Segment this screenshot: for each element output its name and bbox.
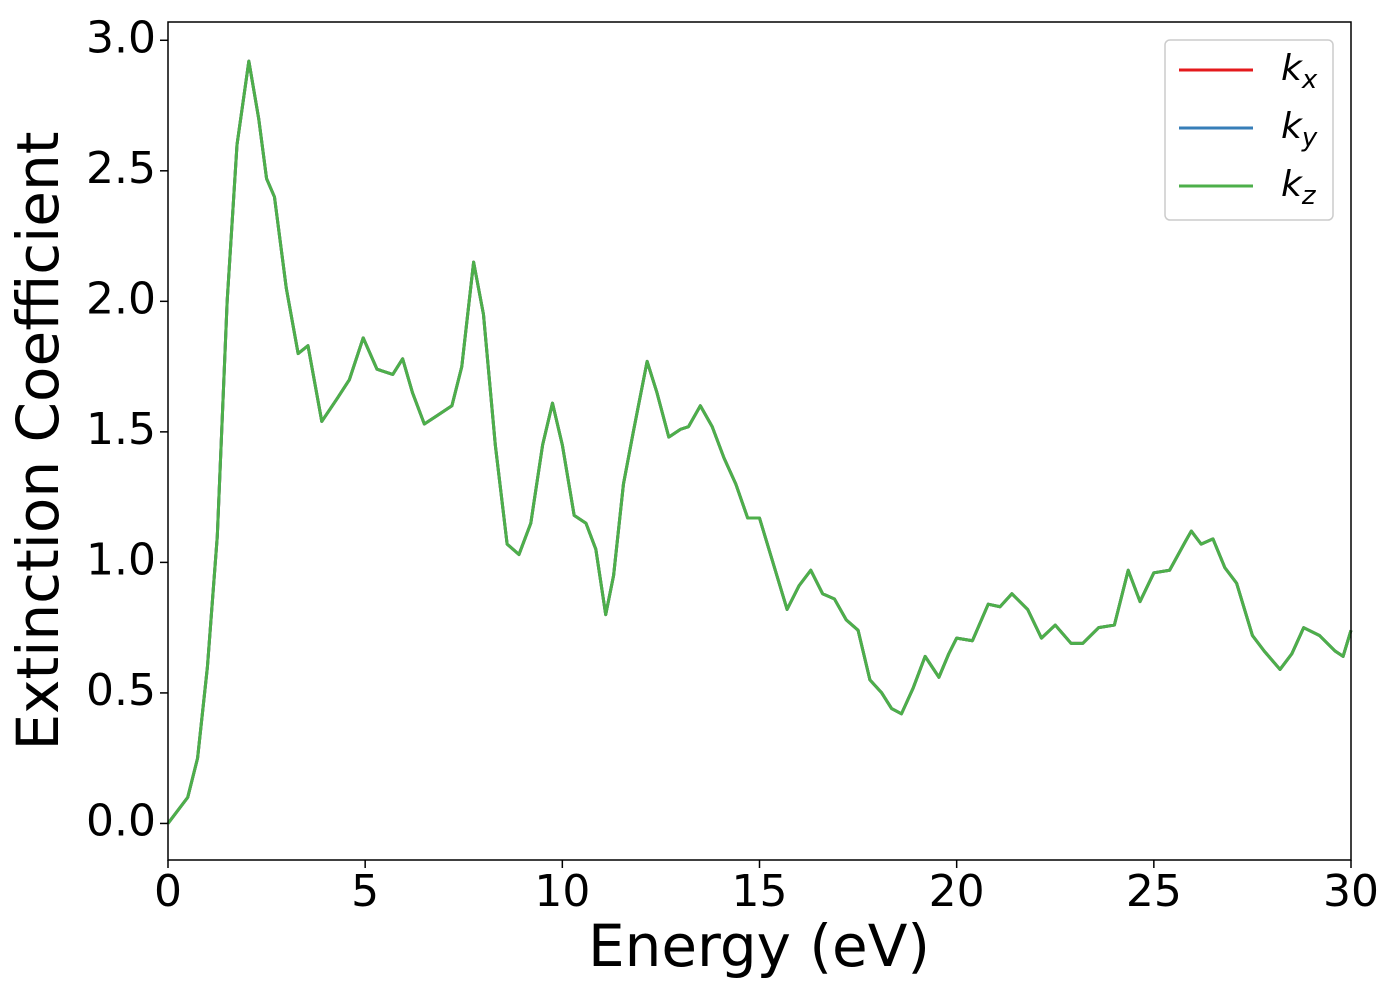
- y-tick-label: 3.0: [86, 12, 156, 63]
- legend-label: ky: [1281, 106, 1318, 153]
- y-tick-label: 2.0: [86, 273, 156, 324]
- x-tick-label: 25: [1126, 866, 1182, 917]
- x-tick-label: 15: [732, 866, 788, 917]
- legend-label: kx: [1281, 48, 1318, 95]
- x-tick-label: 0: [154, 866, 182, 917]
- plot-frame: [167, 21, 1352, 861]
- x-tick-label: 10: [534, 866, 590, 917]
- x-axis-label: Energy (eV): [588, 912, 930, 980]
- y-tick-label: 0.5: [86, 665, 156, 716]
- y-tick-label: 0.0: [86, 795, 156, 846]
- x-tick-label: 5: [351, 866, 379, 917]
- legend-label: kz: [1281, 164, 1317, 211]
- x-tick-label: 20: [929, 866, 985, 917]
- x-tick-label: 30: [1323, 866, 1379, 917]
- y-axis-label: Extinction Coefficient: [4, 132, 72, 751]
- y-tick-label: 2.5: [86, 143, 156, 194]
- y-tick-label: 1.0: [86, 534, 156, 585]
- line-series: [166, 59, 1353, 825]
- y-tick-label: 1.5: [86, 404, 156, 455]
- legend-box: [1164, 39, 1334, 221]
